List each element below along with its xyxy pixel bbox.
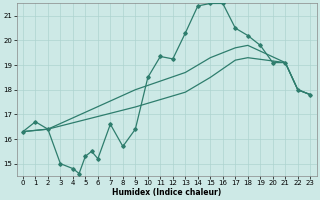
X-axis label: Humidex (Indice chaleur): Humidex (Indice chaleur) [112,188,221,197]
